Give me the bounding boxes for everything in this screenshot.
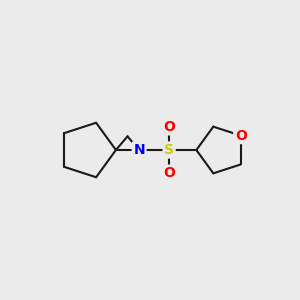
Text: O: O: [163, 120, 175, 134]
Text: N: N: [133, 143, 145, 157]
Text: O: O: [163, 166, 175, 180]
Text: S: S: [164, 143, 174, 157]
Text: O: O: [235, 129, 247, 142]
